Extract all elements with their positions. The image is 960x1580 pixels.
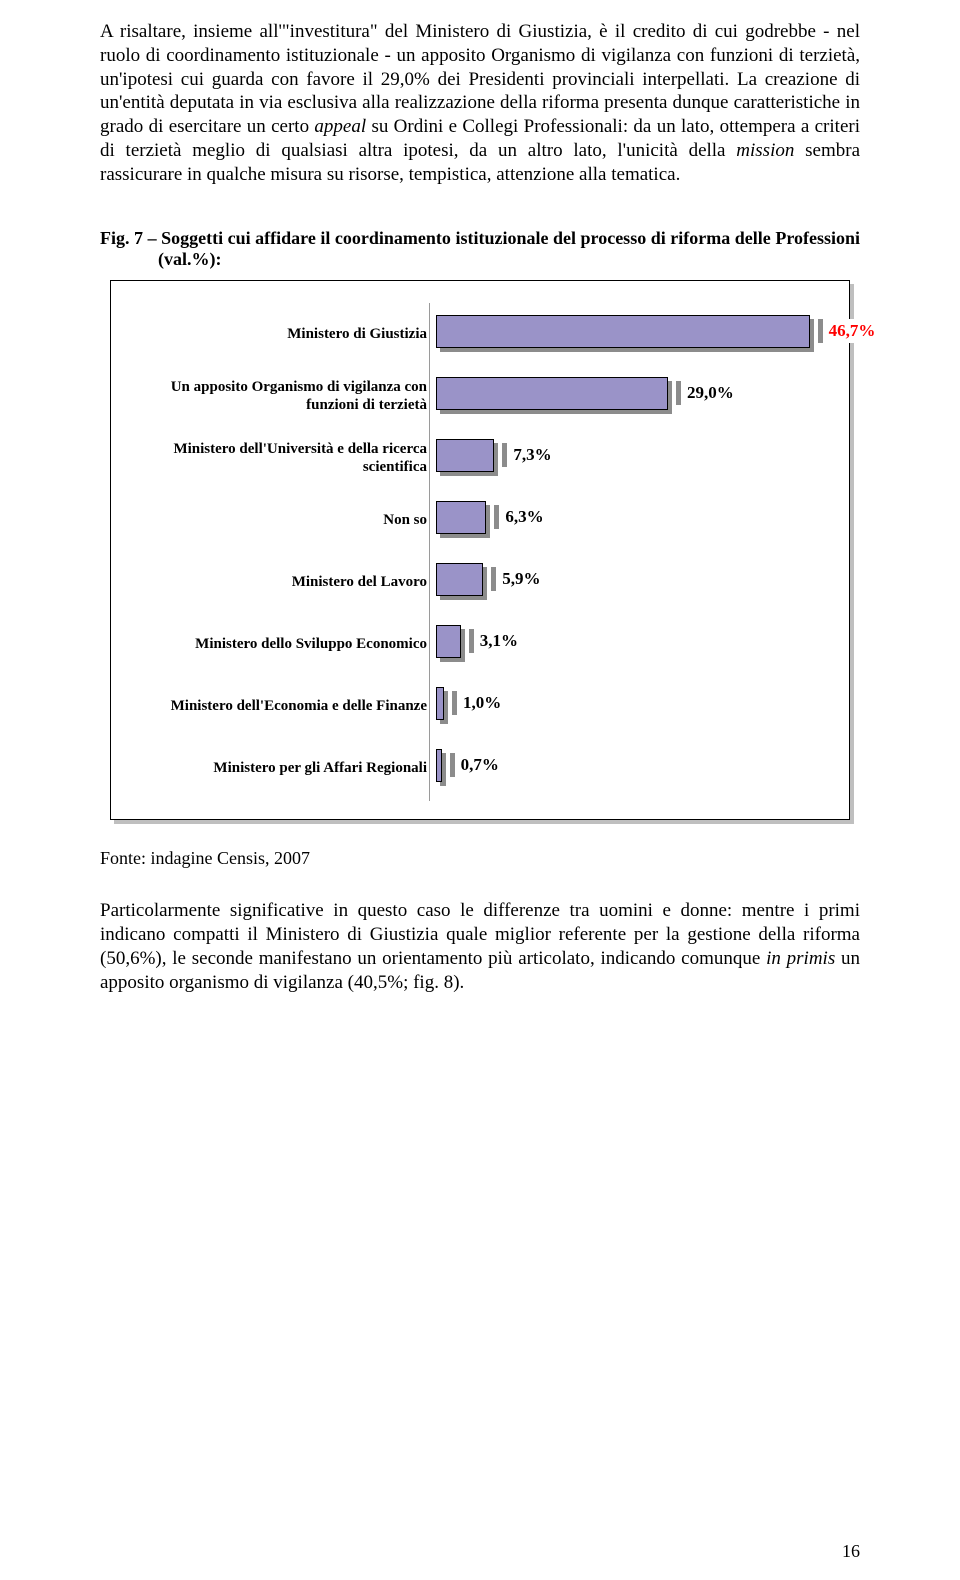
chart-row-label: Ministero dello Sviluppo Economico xyxy=(125,635,435,653)
chart-bar xyxy=(436,377,668,410)
chart-row: Un apposito Organismo di vigilanza con f… xyxy=(125,365,835,427)
chart-row-label: Ministero dell'Università e della ricerc… xyxy=(125,440,435,476)
chart-bar xyxy=(436,687,444,720)
chart-row: Ministero per gli Affari Regionali 0,7%0,… xyxy=(125,737,835,799)
chart-row-label: Ministero dell'Economia e delle Finanze xyxy=(125,697,435,715)
chart-bar-value: 6,3%6,3% xyxy=(491,502,557,532)
chart-bar-area: 29,0%29,0% xyxy=(435,374,835,418)
chart-bar-value: 0,7%0,7% xyxy=(447,750,513,780)
chart-bar-value: 5,9%5,9% xyxy=(488,564,554,594)
chart-row-label: Ministero per gli Affari Regionali xyxy=(125,759,435,777)
chart-row: Ministero di Giustizia46,7%46,7% xyxy=(125,303,835,365)
chart-row: Ministero dell'Economia e delle Finanze 1… xyxy=(125,675,835,737)
chart-bar xyxy=(436,315,810,348)
chart-bar-area: 5,9%5,9% xyxy=(435,560,835,604)
chart-value-text: 46,7% xyxy=(823,319,882,343)
chart-bar-area: 7,3%7,3% xyxy=(435,436,835,480)
chart-source: Fonte: indagine Censis, 2007 xyxy=(100,848,860,869)
chart-value-text: 1,0% xyxy=(457,691,507,715)
chart-bar-value: 46,7%46,7% xyxy=(815,316,890,346)
chart-row-label: Ministero di Giustizia xyxy=(125,325,435,343)
chart-bar-value: 29,0%29,0% xyxy=(673,378,748,408)
chart-container: Ministero di Giustizia46,7%46,7%Un appos… xyxy=(110,280,850,820)
chart-bar xyxy=(436,749,442,782)
closing-paragraph: Particolarmente significative in questo … xyxy=(100,899,860,994)
chart-value-text: 7,3% xyxy=(507,443,557,467)
chart-row-label: Non so xyxy=(125,511,435,529)
chart-row: Ministero dello Sviluppo Economico 3,1%3,… xyxy=(125,613,835,675)
chart-bar-area: 46,7%46,7% xyxy=(435,312,835,356)
chart-value-text: 0,7% xyxy=(455,753,505,777)
chart-bar-area: 0,7%0,7% xyxy=(435,746,835,790)
chart-bar xyxy=(436,439,494,472)
chart-row-label: Ministero del Lavoro xyxy=(125,573,435,591)
chart-bar xyxy=(436,563,483,596)
chart-row: Non so 6,3%6,3% xyxy=(125,489,835,551)
chart-row: Ministero del Lavoro 5,9%5,9% xyxy=(125,551,835,613)
chart-value-text: 6,3% xyxy=(499,505,549,529)
chart-row-label: Un apposito Organismo di vigilanza con f… xyxy=(125,378,435,414)
chart-bar-value: 1,0%1,0% xyxy=(449,688,515,718)
chart-bar-value: 7,3%7,3% xyxy=(499,440,565,470)
chart-bar-area: 3,1%3,1% xyxy=(435,622,835,666)
chart-value-text: 5,9% xyxy=(496,567,546,591)
chart-bar-area: 1,0%1,0% xyxy=(435,684,835,728)
chart-bar-value: 3,1%3,1% xyxy=(466,626,532,656)
chart-bar-area: 6,3%6,3% xyxy=(435,498,835,542)
chart-axis xyxy=(429,303,430,801)
page-number: 16 xyxy=(842,1541,860,1562)
chart-value-text: 29,0% xyxy=(681,381,740,405)
chart-row: Ministero dell'Università e della ricerc… xyxy=(125,427,835,489)
figure-caption: Fig. 7 – Soggetti cui affidare il coordi… xyxy=(158,228,860,270)
chart-box: Ministero di Giustizia46,7%46,7%Un appos… xyxy=(110,280,850,820)
chart-value-text: 3,1% xyxy=(474,629,524,653)
chart-bar xyxy=(436,625,461,658)
intro-paragraph: A risaltare, insieme all'"investitura" d… xyxy=(100,20,860,186)
chart-bar xyxy=(436,501,486,534)
